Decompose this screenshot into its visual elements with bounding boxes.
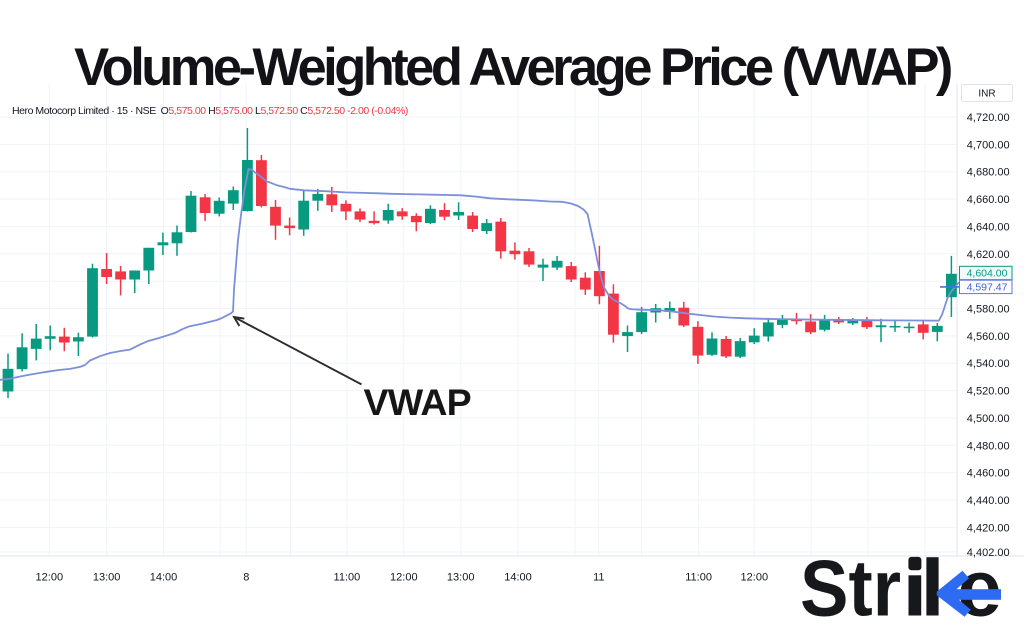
svg-text:8: 8 bbox=[243, 571, 249, 583]
svg-text:4,460.00: 4,460.00 bbox=[967, 468, 1010, 480]
svg-text:4,520.00: 4,520.00 bbox=[967, 386, 1010, 398]
svg-text:4,700.00: 4,700.00 bbox=[967, 139, 1010, 151]
svg-text:4,500.00: 4,500.00 bbox=[967, 413, 1010, 425]
svg-text:11: 11 bbox=[593, 571, 604, 583]
svg-text:4,597.47: 4,597.47 bbox=[967, 282, 1008, 294]
svg-text:4,402.00: 4,402.00 bbox=[967, 547, 1010, 559]
svg-text:12:00: 12:00 bbox=[36, 571, 64, 583]
svg-text:4,640.00: 4,640.00 bbox=[967, 221, 1010, 233]
svg-text:4,620.00: 4,620.00 bbox=[967, 249, 1010, 261]
svg-text:4,420.00: 4,420.00 bbox=[967, 522, 1010, 534]
svg-text:INR: INR bbox=[978, 89, 995, 100]
svg-text:4,560.00: 4,560.00 bbox=[967, 331, 1010, 343]
svg-text:11:00: 11:00 bbox=[334, 571, 361, 583]
svg-text:11:00: 11:00 bbox=[685, 571, 712, 583]
svg-text:4,680.00: 4,680.00 bbox=[967, 167, 1010, 179]
svg-text:12:00: 12:00 bbox=[741, 571, 769, 583]
svg-text:4,440.00: 4,440.00 bbox=[967, 495, 1010, 507]
svg-text:4,720.00: 4,720.00 bbox=[967, 112, 1010, 124]
svg-text:12:00: 12:00 bbox=[390, 571, 418, 583]
svg-text:14:00: 14:00 bbox=[504, 571, 532, 583]
svg-text:4,580.00: 4,580.00 bbox=[967, 304, 1010, 316]
svg-text:e: e bbox=[957, 544, 1002, 633]
svg-text:13:00: 13:00 bbox=[93, 571, 121, 583]
svg-text:4,660.00: 4,660.00 bbox=[967, 194, 1010, 206]
svg-text:4,604.00: 4,604.00 bbox=[967, 268, 1008, 280]
svg-text:4,540.00: 4,540.00 bbox=[967, 358, 1010, 370]
svg-text:14:00: 14:00 bbox=[150, 571, 178, 583]
svg-text:13:00: 13:00 bbox=[447, 571, 475, 583]
svg-text:4,480.00: 4,480.00 bbox=[967, 440, 1010, 452]
svg-text:Str: Str bbox=[800, 544, 901, 633]
